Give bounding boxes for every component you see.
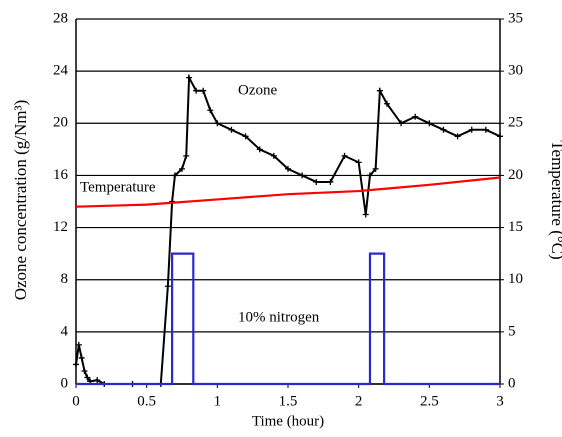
ozone-marker xyxy=(412,113,419,120)
y2-tick-label: 25 xyxy=(508,115,523,131)
ozone-marker xyxy=(454,133,461,140)
x-tick-label: 0.5 xyxy=(137,393,156,409)
y-axis-title: Ozone concentration (g/Nm³) xyxy=(11,100,30,301)
ozone-marker xyxy=(355,159,362,166)
y-tick-label: 16 xyxy=(53,167,69,183)
y-tick-label: 4 xyxy=(61,323,69,339)
ozone-marker xyxy=(186,74,193,81)
ozone-marker xyxy=(193,87,200,94)
ozone-marker xyxy=(497,133,503,140)
ozone-marker xyxy=(81,367,88,374)
ozone-marker xyxy=(75,341,82,348)
y2-tick-label: 5 xyxy=(508,323,516,339)
ozone-marker xyxy=(440,126,447,133)
ozone-marker xyxy=(94,377,101,384)
ozone-marker xyxy=(78,354,85,361)
ozone-marker xyxy=(207,107,214,114)
y2-tick-label: 30 xyxy=(508,63,523,79)
y-tick-label: 20 xyxy=(53,115,68,131)
ozone-marker xyxy=(327,178,334,185)
annotation: 10% nitrogen xyxy=(238,309,320,325)
ozone-marker xyxy=(256,146,263,153)
y-tick-label: 0 xyxy=(61,375,69,391)
y2-tick-label: 10 xyxy=(508,271,523,287)
ozone-marker xyxy=(214,120,221,127)
y-tick-label: 24 xyxy=(53,63,69,79)
annotation: Temperature xyxy=(80,179,156,195)
ozone-marker xyxy=(171,172,178,179)
x-tick-label: 1 xyxy=(214,393,222,409)
y2-tick-label: 20 xyxy=(508,167,523,183)
ozone-marker xyxy=(398,120,405,127)
ozone-marker xyxy=(468,126,475,133)
ozone-marker xyxy=(366,172,373,179)
ozone-marker xyxy=(426,120,433,127)
y2-tick-label: 0 xyxy=(508,375,516,391)
x-tick-label: 2.5 xyxy=(420,393,439,409)
ozone-marker xyxy=(73,361,79,368)
x-tick-label: 0 xyxy=(72,393,80,409)
ozone-marker xyxy=(270,152,277,159)
ozone-marker xyxy=(482,126,489,133)
ozone-marker xyxy=(179,165,185,172)
y2-tick-label: 15 xyxy=(508,219,523,235)
ozone-marker xyxy=(341,152,348,159)
y-tick-label: 28 xyxy=(53,10,68,26)
ozone-marker xyxy=(299,172,306,179)
ozone-marker xyxy=(228,126,235,133)
ozone-marker xyxy=(285,165,291,172)
series-line xyxy=(76,252,500,386)
y-tick-label: 12 xyxy=(53,219,68,235)
ozone-marker xyxy=(383,100,390,107)
x-tick-label: 2 xyxy=(355,393,363,409)
ozone-marker xyxy=(376,87,383,94)
ozone-marker xyxy=(183,152,190,159)
ozone-marker xyxy=(200,87,207,94)
annotation: Ozone xyxy=(238,82,277,98)
y-tick-label: 8 xyxy=(61,271,69,287)
x-axis-title: Time (hour) xyxy=(252,413,324,429)
ozone-marker xyxy=(164,283,171,290)
ozone-marker xyxy=(372,165,379,172)
series-line xyxy=(75,176,501,208)
y2-axis-title: Temperature (°C) xyxy=(548,140,562,259)
x-tick-label: 1.5 xyxy=(279,393,298,409)
ozone-marker xyxy=(242,133,249,140)
ozone-marker xyxy=(313,178,320,185)
ozone-marker xyxy=(84,374,91,381)
ozone-marker xyxy=(362,211,369,218)
x-tick-label: 3 xyxy=(496,393,504,409)
y2-tick-label: 35 xyxy=(508,10,523,26)
